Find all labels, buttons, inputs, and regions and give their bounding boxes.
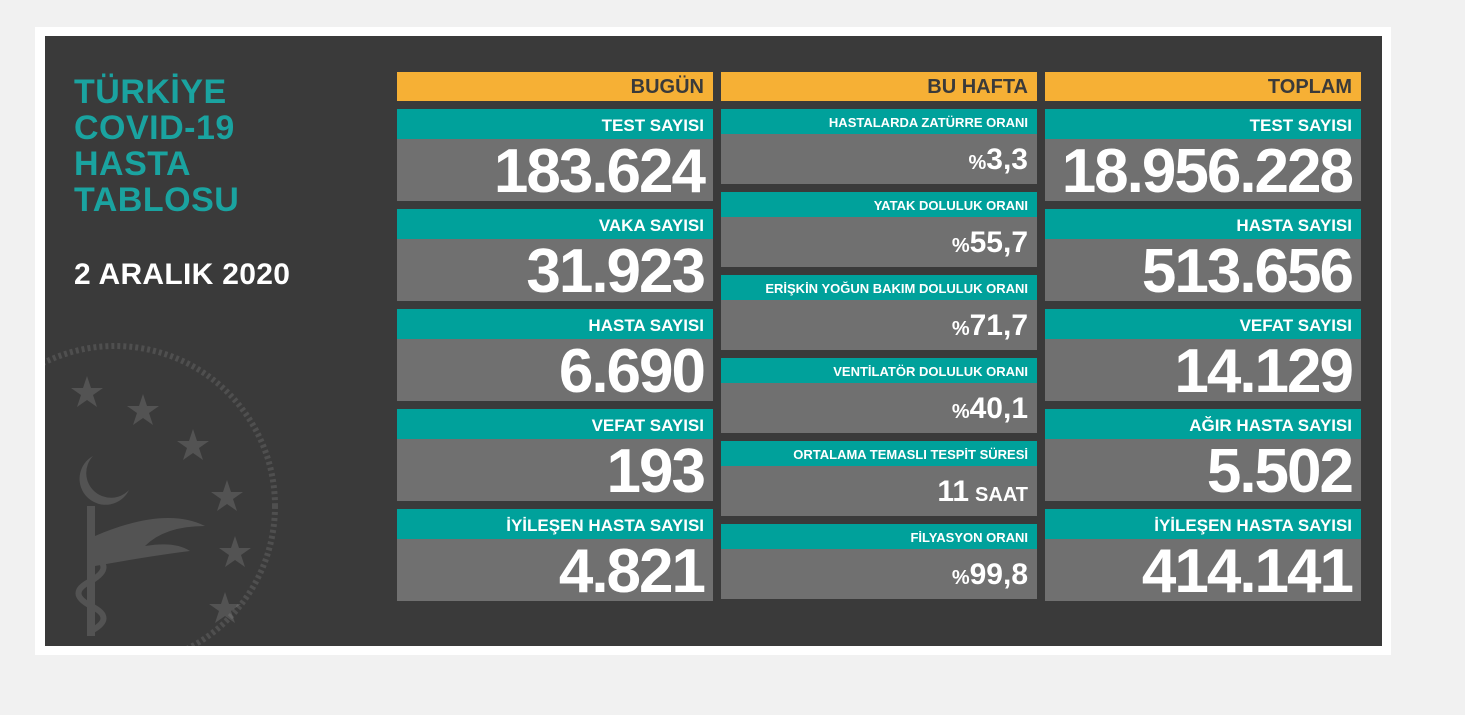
percent-sign: % <box>951 318 970 340</box>
total-stat-card: AĞIR HASTA SAYISI 5.502 <box>1045 409 1361 505</box>
star-icon <box>177 429 209 460</box>
page-title: TÜRKİYE COVID-19 HASTA TABLOSU <box>74 74 239 218</box>
stat-value: 4.821 <box>397 539 713 605</box>
stat-value: 183.624 <box>397 139 713 205</box>
stat-number: 71,7 <box>969 309 1028 342</box>
caduceus-icon <box>87 506 95 636</box>
total-stat-card: İYİLEŞEN HASTA SAYISI 414.141 <box>1045 509 1361 605</box>
stat-label: İYİLEŞEN HASTA SAYISI <box>397 509 713 539</box>
today-stat-card: HASTA SAYISI 6.690 <box>397 309 713 405</box>
stat-unit: SAAT <box>975 484 1028 506</box>
star-icon <box>219 536 251 567</box>
stat-label: AĞIR HASTA SAYISI <box>1045 409 1361 439</box>
ministry-emblem-icon <box>45 343 278 646</box>
star-icon <box>209 592 241 623</box>
stat-label: VAKA SAYISI <box>397 209 713 239</box>
today-stat-card: VEFAT SAYISI 193 <box>397 409 713 505</box>
total-stat-card: HASTA SAYISI 513.656 <box>1045 209 1361 305</box>
report-date: 2 ARALIK 2020 <box>74 258 291 291</box>
today-stat-card: TEST SAYISI 183.624 <box>397 109 713 205</box>
week-stat-card: YATAK DOLULUK ORANI %55,7 <box>721 192 1037 267</box>
stat-label: ERİŞKİN YOĞUN BAKIM DOLULUK ORANI <box>721 275 1037 300</box>
stat-label: İYİLEŞEN HASTA SAYISI <box>1045 509 1361 539</box>
stat-value: 14.129 <box>1045 339 1361 405</box>
title-line: COVID-19 <box>74 109 235 147</box>
week-stat-card: ORTALAMA TEMASLI TESPİT SÜRESİ 11 SAAT <box>721 441 1037 516</box>
stat-value: 18.956.228 <box>1045 139 1361 205</box>
total-stat-card: TEST SAYISI 18.956.228 <box>1045 109 1361 205</box>
stat-value: %99,8 <box>721 549 1037 599</box>
today-stat-card: İYİLEŞEN HASTA SAYISI 4.821 <box>397 509 713 605</box>
stat-number: 99,8 <box>969 558 1028 591</box>
stat-number: 3,3 <box>986 143 1028 176</box>
stat-number: 40,1 <box>969 392 1028 425</box>
week-stat-card: VENTİLATÖR DOLULUK ORANI %40,1 <box>721 358 1037 433</box>
stat-label: HASTALARDA ZATÜRRE ORANI <box>721 109 1037 134</box>
star-icon <box>211 480 243 511</box>
week-header: BU HAFTA <box>721 72 1037 101</box>
total-column: TOPLAM TEST SAYISI 18.956.228 HASTA SAYI… <box>1045 72 1361 605</box>
percent-sign: % <box>951 567 970 589</box>
stat-value: 11 SAAT <box>721 466 1037 516</box>
stat-label: TEST SAYISI <box>1045 109 1361 139</box>
stat-number: 11 <box>937 475 970 508</box>
percent-sign: % <box>968 152 987 174</box>
star-icon <box>127 394 159 425</box>
stat-label: VEFAT SAYISI <box>1045 309 1361 339</box>
week-column: BU HAFTA HASTALARDA ZATÜRRE ORANI %3,3 Y… <box>721 72 1037 599</box>
stat-label: ORTALAMA TEMASLI TESPİT SÜRESİ <box>721 441 1037 466</box>
week-stat-card: FİLYASYON ORANI %99,8 <box>721 524 1037 599</box>
stat-value: 414.141 <box>1045 539 1361 605</box>
title-line: HASTA <box>74 145 192 183</box>
stat-value: %71,7 <box>721 300 1037 350</box>
stat-value: %40,1 <box>721 383 1037 433</box>
percent-sign: % <box>951 401 970 423</box>
covid-table-board: TÜRKİYE COVID-19 HASTA TABLOSU 2 ARALIK … <box>45 36 1382 646</box>
stat-value: %3,3 <box>721 134 1037 184</box>
stat-value: 5.502 <box>1045 439 1361 505</box>
stat-label: TEST SAYISI <box>397 109 713 139</box>
percent-sign: % <box>951 235 970 257</box>
week-stat-card: ERİŞKİN YOĞUN BAKIM DOLULUK ORANI %71,7 <box>721 275 1037 350</box>
stat-value: 6.690 <box>397 339 713 405</box>
total-stat-card: VEFAT SAYISI 14.129 <box>1045 309 1361 405</box>
week-stat-card: HASTALARDA ZATÜRRE ORANI %3,3 <box>721 109 1037 184</box>
star-icon <box>71 376 103 407</box>
stat-label: VEFAT SAYISI <box>397 409 713 439</box>
stat-label: YATAK DOLULUK ORANI <box>721 192 1037 217</box>
stat-label: HASTA SAYISI <box>1045 209 1361 239</box>
title-line: TABLOSU <box>74 181 240 219</box>
stat-label: FİLYASYON ORANI <box>721 524 1037 549</box>
stat-value: 513.656 <box>1045 239 1361 305</box>
title-line: TÜRKİYE <box>74 73 227 111</box>
today-column: BUGÜN TEST SAYISI 183.624 VAKA SAYISI 31… <box>397 72 713 605</box>
stat-label: HASTA SAYISI <box>397 309 713 339</box>
today-header: BUGÜN <box>397 72 713 101</box>
crescent-icon <box>79 456 129 505</box>
today-stat-card: VAKA SAYISI 31.923 <box>397 209 713 305</box>
stat-value: 31.923 <box>397 239 713 305</box>
stat-label: VENTİLATÖR DOLULUK ORANI <box>721 358 1037 383</box>
stat-value: 193 <box>397 439 713 505</box>
stat-number: 55,7 <box>969 226 1028 259</box>
total-header: TOPLAM <box>1045 72 1361 101</box>
stat-value: %55,7 <box>721 217 1037 267</box>
